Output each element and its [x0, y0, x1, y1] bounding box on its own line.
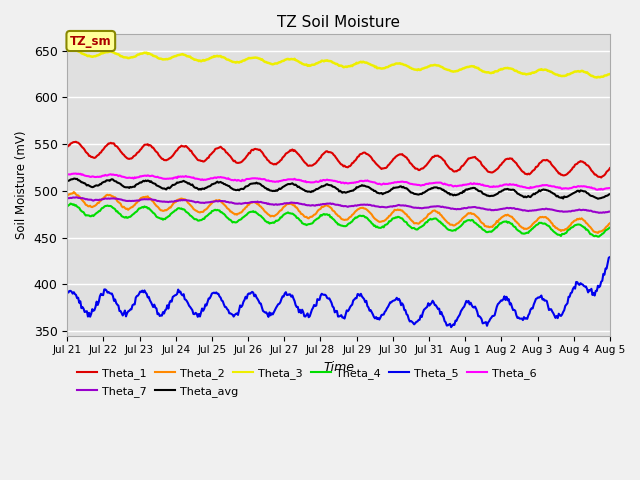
- Theta_6: [387, 180, 395, 186]
- Theta_2: [594, 230, 602, 236]
- Theta_4: [63, 204, 71, 209]
- X-axis label: Time: Time: [323, 361, 354, 374]
- Theta_5: [387, 300, 394, 305]
- Theta_1: [326, 149, 333, 155]
- Theta_7: [73, 194, 81, 200]
- Theta_7: [595, 210, 603, 216]
- Theta_3: [595, 74, 603, 80]
- Theta_avg: [387, 186, 395, 192]
- Legend: Theta_7, Theta_avg: Theta_7, Theta_avg: [73, 381, 243, 401]
- Theta_7: [509, 205, 517, 211]
- Theta_1: [606, 165, 614, 171]
- Theta_3: [322, 58, 330, 64]
- Theta_avg: [594, 196, 602, 202]
- Line: Theta_6: Theta_6: [67, 174, 610, 190]
- Theta_avg: [326, 182, 333, 188]
- Theta_2: [70, 189, 77, 195]
- Theta_3: [63, 48, 71, 54]
- Theta_6: [509, 181, 517, 187]
- Title: TZ Soil Moisture: TZ Soil Moisture: [277, 15, 400, 30]
- Theta_5: [594, 283, 602, 288]
- Theta_7: [606, 209, 614, 215]
- Theta_4: [595, 234, 603, 240]
- Theta_7: [326, 201, 333, 206]
- Line: Theta_2: Theta_2: [67, 192, 610, 233]
- Theta_4: [509, 223, 517, 228]
- Theta_6: [594, 187, 602, 192]
- Theta_avg: [606, 191, 614, 197]
- Theta_1: [594, 174, 602, 180]
- Theta_2: [509, 216, 517, 221]
- Theta_3: [326, 58, 333, 64]
- Theta_avg: [595, 195, 603, 201]
- Theta_5: [63, 288, 71, 294]
- Theta_2: [606, 220, 614, 226]
- Theta_2: [63, 193, 71, 199]
- Theta_4: [594, 234, 602, 240]
- Theta_6: [595, 186, 603, 192]
- Line: Theta_5: Theta_5: [67, 257, 610, 327]
- Theta_1: [72, 139, 80, 144]
- Theta_6: [322, 177, 330, 183]
- Theta_2: [387, 211, 395, 217]
- Theta_3: [358, 60, 366, 65]
- Theta_2: [322, 203, 330, 208]
- Theta_7: [63, 195, 71, 201]
- Theta_4: [358, 213, 366, 219]
- Line: Theta_4: Theta_4: [67, 204, 610, 237]
- Theta_1: [63, 144, 71, 150]
- Theta_1: [509, 157, 517, 163]
- Theta_4: [67, 201, 74, 206]
- Theta_1: [322, 148, 330, 154]
- Theta_avg: [322, 181, 330, 187]
- Theta_2: [326, 204, 333, 209]
- Theta_1: [597, 175, 605, 180]
- Theta_4: [322, 212, 330, 217]
- Theta_4: [387, 217, 395, 223]
- Theta_6: [606, 185, 614, 191]
- Theta_6: [72, 171, 80, 177]
- Theta_2: [358, 205, 366, 211]
- Theta_5: [357, 291, 365, 297]
- Theta_5: [324, 296, 332, 301]
- Theta_3: [387, 62, 395, 68]
- Theta_avg: [71, 176, 79, 181]
- Line: Theta_7: Theta_7: [67, 197, 610, 213]
- Theta_avg: [358, 182, 366, 188]
- Theta_1: [387, 159, 395, 165]
- Theta_5: [606, 254, 614, 260]
- Theta_1: [358, 151, 366, 156]
- Text: TZ_sm: TZ_sm: [70, 35, 111, 48]
- Theta_7: [387, 204, 395, 209]
- Line: Theta_1: Theta_1: [67, 142, 610, 178]
- Theta_3: [509, 66, 517, 72]
- Line: Theta_3: Theta_3: [67, 49, 610, 78]
- Theta_3: [593, 75, 601, 81]
- Theta_6: [358, 178, 366, 184]
- Theta_5: [447, 324, 455, 330]
- Theta_7: [594, 209, 602, 215]
- Line: Theta_avg: Theta_avg: [67, 179, 610, 199]
- Theta_3: [70, 47, 77, 52]
- Theta_6: [326, 177, 333, 183]
- Theta_4: [326, 212, 333, 217]
- Theta_5: [321, 292, 329, 298]
- Theta_4: [606, 225, 614, 230]
- Y-axis label: Soil Moisture (mV): Soil Moisture (mV): [15, 131, 28, 239]
- Theta_2: [595, 228, 603, 234]
- Theta_5: [509, 307, 517, 313]
- Theta_3: [606, 71, 614, 77]
- Theta_7: [322, 201, 330, 207]
- Theta_avg: [509, 187, 517, 192]
- Theta_7: [358, 202, 366, 208]
- Theta_avg: [63, 178, 71, 184]
- Theta_6: [63, 172, 71, 178]
